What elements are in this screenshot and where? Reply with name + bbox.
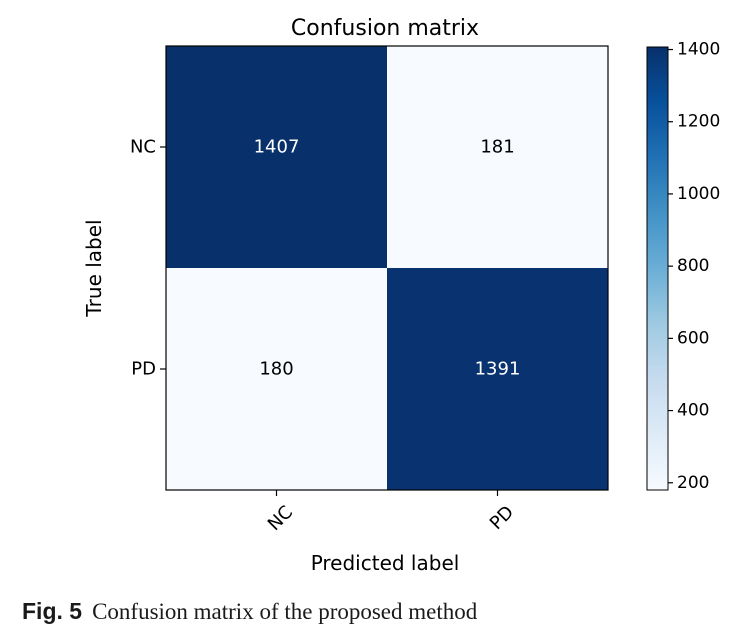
colorbar-tick-label: 1200 [677, 112, 720, 132]
colorbar-tick-label: 800 [677, 256, 709, 276]
matrix-cell [166, 46, 387, 268]
colorbar-tick-label: 1000 [677, 184, 720, 204]
colorbar-gradient [646, 46, 669, 491]
colorbar-tick-label: 1400 [677, 40, 720, 60]
cell-value-label: 1407 [254, 137, 300, 158]
matrix-cell [166, 268, 387, 490]
x-axis: NC PD [264, 490, 518, 535]
matrix-cell [387, 268, 608, 490]
y-axis: NC PD [130, 137, 166, 380]
matrix-cells: 1407 181 180 1391 [166, 46, 608, 490]
figure-caption: Fig. 5 Confusion matrix of the proposed m… [22, 598, 477, 625]
colorbar-tick-label: 200 [677, 473, 709, 493]
y-tick-label: NC [130, 137, 156, 158]
confusion-matrix-chart: Confusion matrix 1407 181 180 1391 NC PD NC P… [82, 16, 720, 575]
colorbar: 200 400 600 800 1000 1200 1400 [646, 40, 720, 493]
colorbar-tick-label: 600 [677, 328, 709, 348]
cell-value-label: 1391 [475, 359, 521, 380]
cell-value-label: 181 [480, 137, 514, 158]
matrix-frame [165, 45, 609, 491]
x-tick-label: PD [486, 502, 518, 534]
y-tick-label: PD [131, 359, 156, 380]
matrix-cell [387, 46, 608, 268]
x-axis-label: Predicted label [311, 551, 460, 575]
colorbar-tick-label: 400 [677, 401, 709, 421]
figure-number: Fig. 5 [22, 598, 83, 624]
chart-title: Confusion matrix [291, 16, 479, 41]
cell-value-label: 180 [259, 359, 293, 380]
y-axis-label: True label [82, 219, 106, 317]
plot-border [165, 45, 609, 491]
x-tick-label: NC [264, 502, 297, 535]
caption-text: Confusion matrix of the proposed method [92, 599, 478, 624]
